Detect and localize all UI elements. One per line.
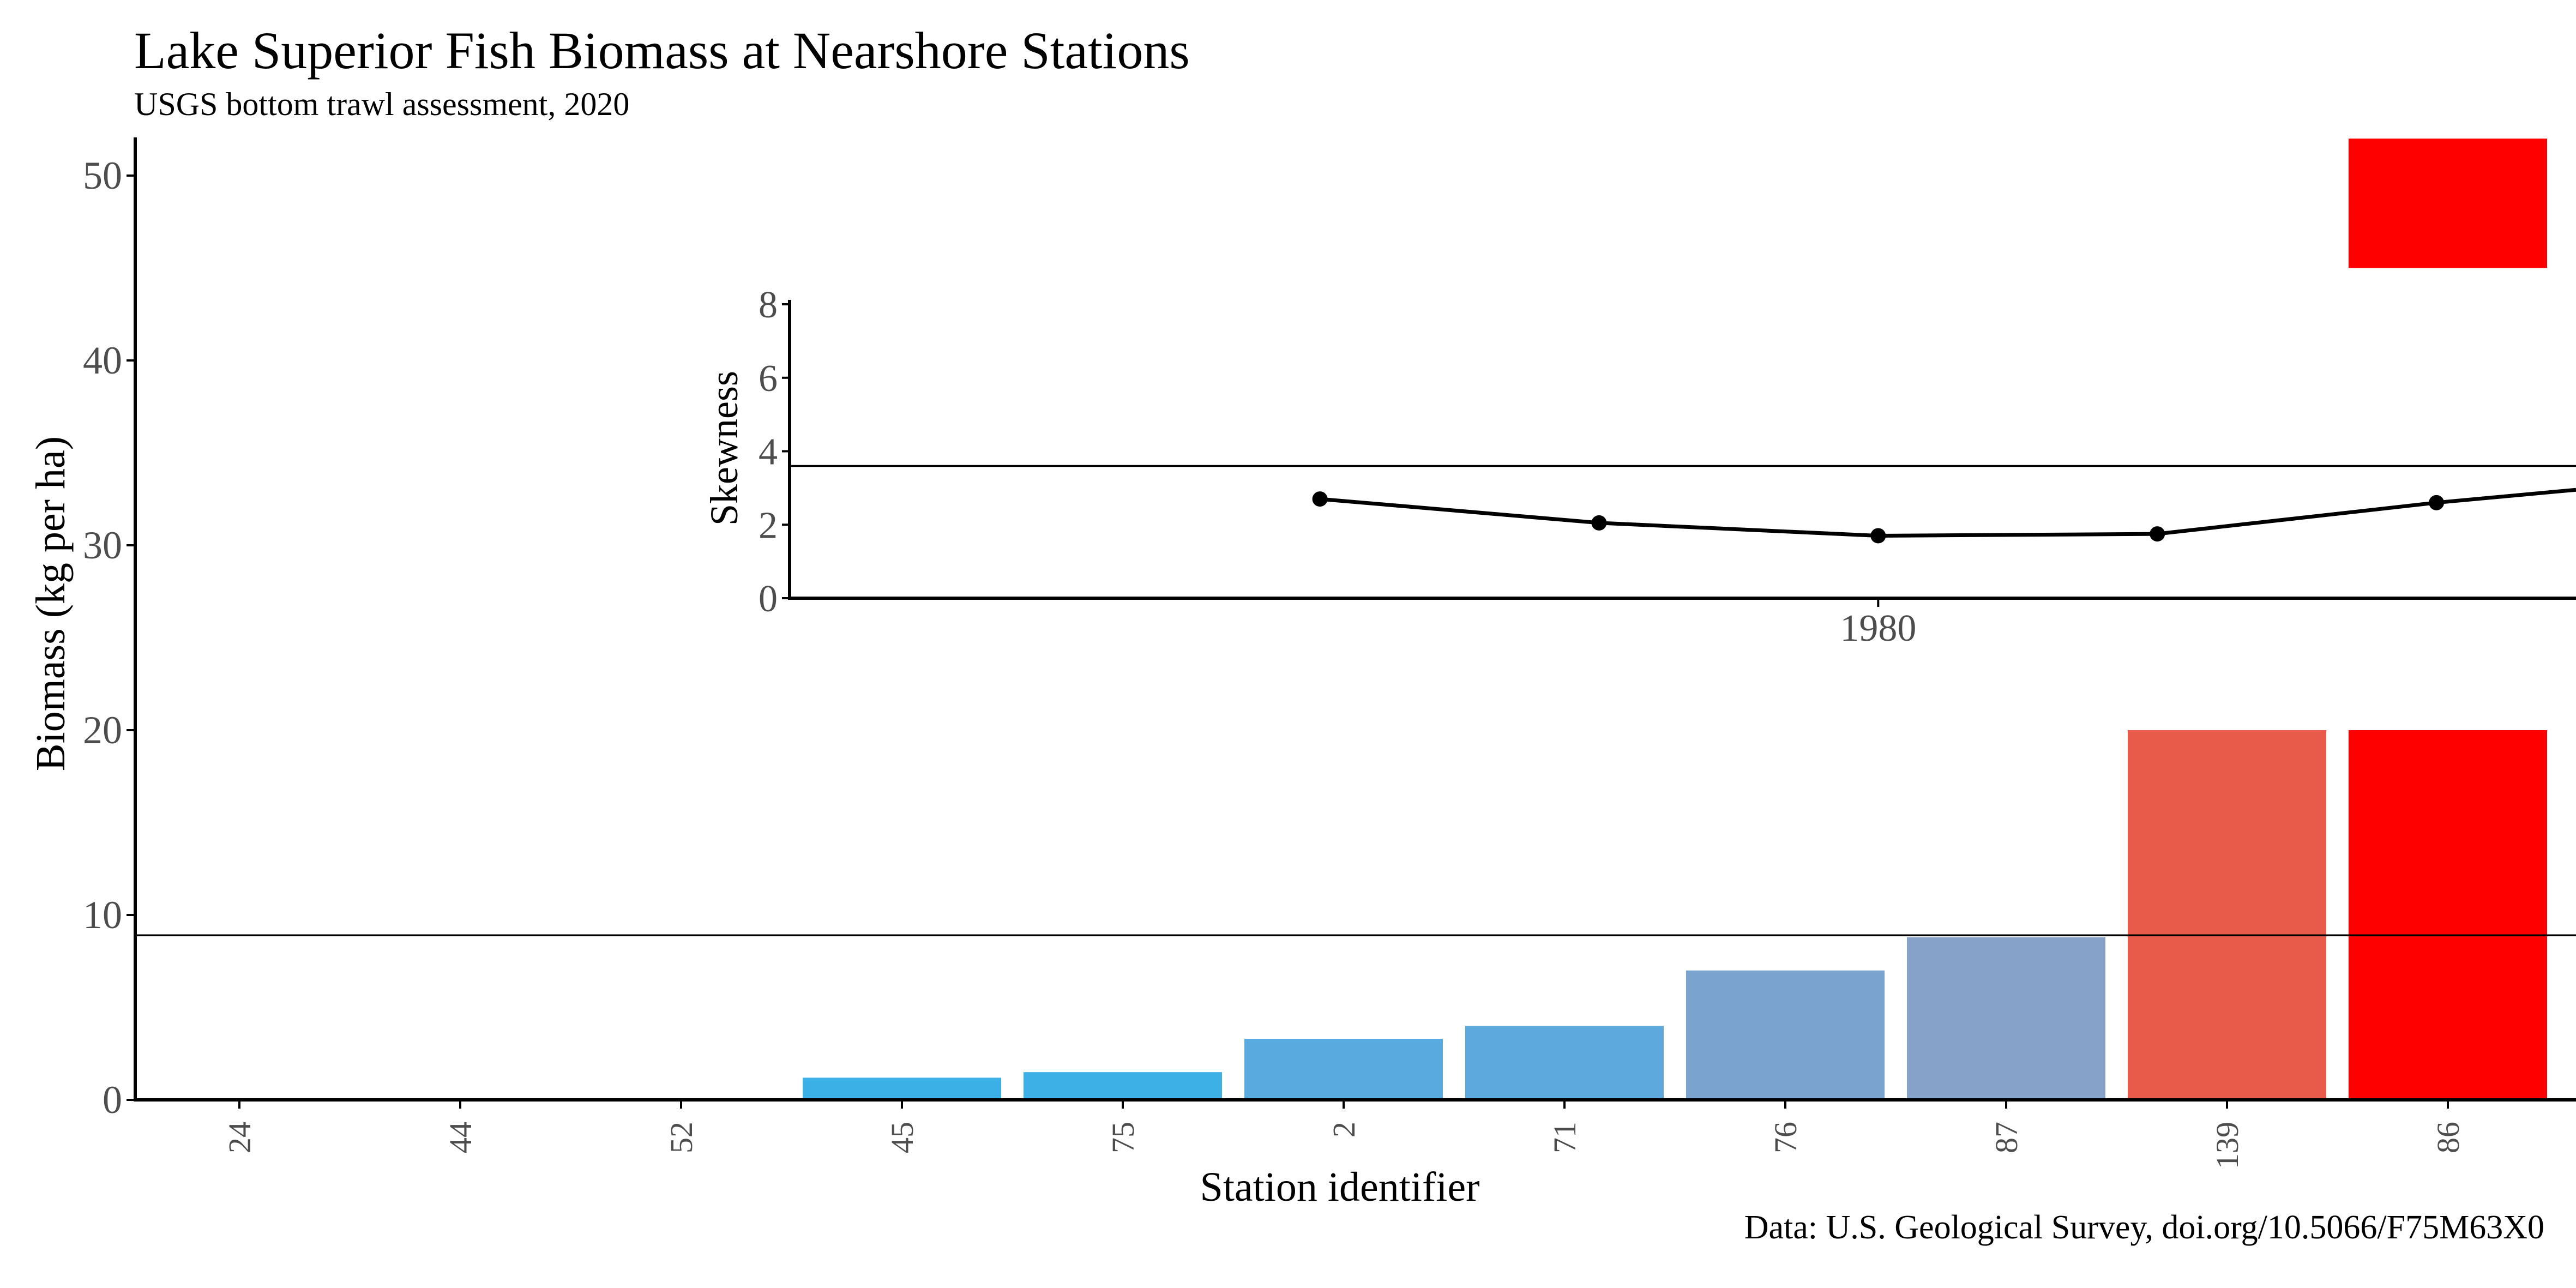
inset-y-tick-label-8: 8 bbox=[759, 284, 778, 326]
caption: Data: U.S. Geological Survey, doi.org/10… bbox=[1744, 1209, 2544, 1246]
x-tick-label-2: 2 bbox=[1326, 1122, 1362, 1137]
x-axis-label: Station identifier bbox=[1200, 1164, 1480, 1210]
bar-75 bbox=[1024, 1072, 1222, 1100]
x-tick-label-86: 86 bbox=[2430, 1122, 2466, 1153]
y-tick-label-20: 20 bbox=[83, 708, 122, 752]
bar-2 bbox=[1244, 1039, 1443, 1100]
inset-y-tick-label-6: 6 bbox=[759, 358, 778, 400]
y-tick-label-40: 40 bbox=[83, 339, 122, 382]
x-tick-label-45: 45 bbox=[884, 1122, 920, 1153]
x-tick-label-24: 24 bbox=[222, 1122, 257, 1153]
skewness-point-3 bbox=[2150, 526, 2165, 542]
x-tick-label-44: 44 bbox=[443, 1122, 478, 1153]
bar-139 bbox=[2128, 730, 2326, 1100]
chart-title: Lake Superior Fish Biomass at Nearshore … bbox=[134, 21, 1190, 80]
y-tick-label-10: 10 bbox=[83, 893, 122, 937]
y-tick-label-0: 0 bbox=[103, 1078, 122, 1122]
skewness-point-1 bbox=[1591, 515, 1607, 531]
inset-y-tick-label-4: 4 bbox=[759, 431, 778, 473]
bar-71 bbox=[1465, 1026, 1664, 1100]
bar-overflow-86 bbox=[2349, 139, 2547, 268]
y-tick-label-30: 30 bbox=[83, 523, 122, 567]
bar-87 bbox=[1907, 937, 2105, 1100]
x-tick-label-75: 75 bbox=[1105, 1122, 1141, 1153]
y-axis-label: Biomass (kg per ha) bbox=[28, 436, 74, 771]
x-tick-label-71: 71 bbox=[1547, 1122, 1582, 1153]
x-tick-label-52: 52 bbox=[664, 1122, 699, 1153]
bar-76 bbox=[1686, 970, 1885, 1100]
x-tick-label-139: 139 bbox=[2210, 1122, 2245, 1169]
x-tick-label-76: 76 bbox=[1768, 1122, 1803, 1153]
skewness-point-4 bbox=[2429, 495, 2445, 510]
inset-y-tick-label-0: 0 bbox=[759, 578, 778, 620]
skewness-point-0 bbox=[1312, 491, 1328, 507]
skewness-line bbox=[1320, 487, 2576, 538]
title-block: Lake Superior Fish Biomass at Nearshore … bbox=[134, 21, 1190, 123]
y-tick-label-50: 50 bbox=[83, 154, 122, 197]
inset-x-tick-label-1980: 1980 bbox=[1840, 607, 1916, 649]
inset-y-tick-label-2: 2 bbox=[759, 504, 778, 546]
bar-45 bbox=[803, 1078, 1001, 1100]
bar-86 bbox=[2349, 730, 2547, 1100]
inset-y-axis-label: Skewness bbox=[702, 371, 746, 526]
inset-plot: 0 2 4 6 8 1980 bbox=[759, 284, 2576, 649]
skewness-point-2 bbox=[1870, 528, 1886, 544]
x-tick-label-87: 87 bbox=[1989, 1122, 2024, 1153]
chart-subtitle: USGS bottom trawl assessment, 2020 bbox=[134, 86, 630, 122]
